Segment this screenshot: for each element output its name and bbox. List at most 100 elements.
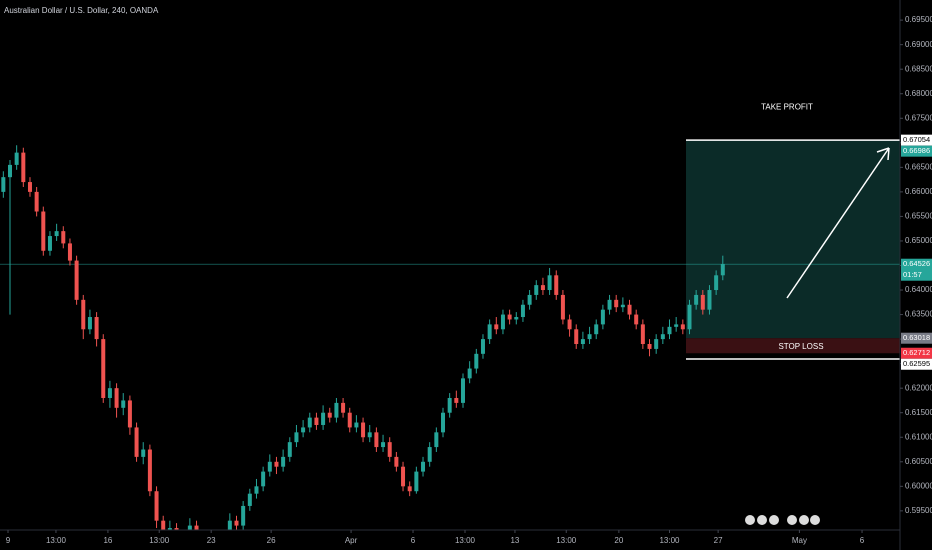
candle-body [301, 427, 306, 433]
candle-body [87, 317, 92, 330]
candle-body [254, 486, 259, 494]
price-label: 0.67054 [903, 135, 930, 144]
candle-body [434, 432, 439, 448]
candle-body [234, 520, 239, 526]
candle-body [421, 461, 426, 472]
x-tick-label: 6 [860, 536, 865, 545]
y-tick-label: 0.60000 [905, 481, 932, 490]
candle-body [167, 528, 172, 530]
x-tick-label: 13:00 [46, 536, 67, 545]
candle-body [54, 231, 59, 237]
arrow-head [876, 147, 890, 161]
candle-body [327, 412, 332, 418]
candle-body [381, 442, 386, 448]
price-label: 0.62712 [903, 348, 930, 357]
candle-body [267, 461, 272, 472]
x-tick-label: Apr [345, 536, 358, 545]
candle-body [41, 211, 46, 251]
candle-body [7, 164, 12, 178]
candle-body [480, 339, 485, 354]
y-tick-label: 0.60500 [905, 457, 932, 466]
candle-body [314, 417, 319, 425]
candle-body [694, 294, 699, 305]
candle-body [454, 397, 459, 403]
profit-zone [686, 140, 900, 339]
candle-body [707, 290, 712, 310]
candle-body [361, 422, 366, 438]
candle-body [94, 317, 99, 340]
candle-body [507, 314, 512, 320]
candle-body [534, 285, 539, 295]
event-icons [745, 515, 820, 525]
plot-area [0, 139, 900, 530]
event-icon [769, 515, 779, 525]
candle-body [107, 388, 112, 398]
y-tick-label: 0.69500 [905, 15, 932, 24]
candle-body [187, 525, 192, 530]
x-tick-label: 16 [103, 536, 112, 545]
candle-body [494, 324, 499, 330]
price-label: 0.64526 [903, 259, 930, 268]
x-tick-label: May [792, 536, 807, 545]
candle-body [460, 378, 465, 403]
candle-body [520, 304, 525, 318]
candle-body [354, 422, 359, 428]
candle-body [114, 388, 119, 408]
candle-body [640, 324, 645, 345]
candle-body [487, 324, 492, 340]
candle-body [374, 432, 379, 448]
candle-body [134, 427, 139, 457]
price-label: 0.63018 [903, 333, 930, 342]
y-tick-label: 0.64000 [905, 285, 932, 294]
candle-body [294, 432, 299, 443]
candle-body [580, 339, 585, 345]
y-tick-label: 0.61500 [905, 408, 932, 417]
candle-body [680, 324, 685, 330]
y-tick-label: 0.63500 [905, 310, 932, 319]
x-tick-label: 26 [267, 536, 276, 545]
candle-body [334, 402, 339, 418]
candle-body [67, 243, 72, 261]
y-tick-label: 0.59500 [905, 506, 932, 515]
candle-body [514, 317, 519, 320]
candle-body [241, 505, 246, 526]
candle-body [174, 528, 179, 530]
event-icon [787, 515, 797, 525]
price-label-box [901, 134, 932, 146]
candle-body [341, 402, 346, 413]
candle-body [594, 324, 599, 335]
price-label-box [901, 332, 932, 344]
x-tick-label: 13 [510, 536, 519, 545]
candle-body [367, 432, 372, 438]
candle-body [394, 456, 399, 467]
candle-body [127, 400, 132, 428]
candle-body [194, 525, 199, 530]
y-tick-label: 0.67500 [905, 113, 932, 122]
price-label-box [901, 347, 932, 359]
x-tick-label: 6 [411, 536, 416, 545]
candle-body [674, 324, 679, 327]
price-label-box [901, 358, 932, 370]
candle-body [527, 294, 532, 305]
candle-body [161, 520, 166, 530]
candle-body [247, 493, 252, 506]
candle-body [467, 368, 472, 379]
price-label: 0.62595 [903, 359, 930, 368]
candle-body [720, 264, 725, 276]
stop-label: STOP LOSS [778, 342, 823, 351]
target-label: TAKE PROFIT [761, 102, 813, 111]
candle-body [261, 471, 266, 487]
candle-body [14, 152, 19, 165]
candle-body [307, 417, 312, 428]
candle-body [414, 471, 419, 492]
candle-body [447, 397, 452, 413]
candle-body [121, 400, 126, 408]
y-tick-label: 0.66000 [905, 187, 932, 196]
arrow [786, 147, 890, 299]
candle-body [654, 339, 659, 349]
event-icon [799, 515, 809, 525]
x-tick-label: 23 [207, 536, 216, 545]
candle-body [660, 334, 665, 340]
candle-body [620, 304, 625, 308]
candle-body [667, 326, 672, 335]
